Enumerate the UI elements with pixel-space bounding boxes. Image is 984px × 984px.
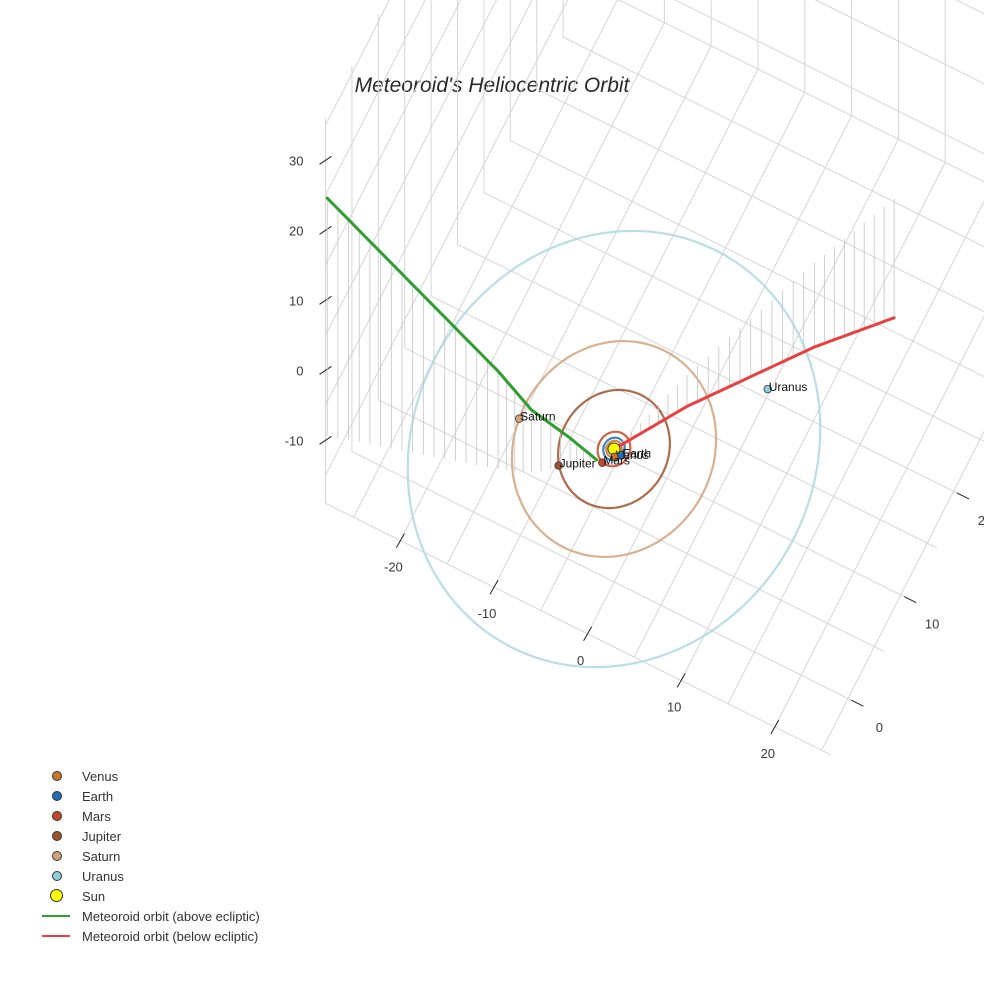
legend-item-meteoroid-below[interactable]: Meteoroid orbit (below ecliptic) (36, 926, 260, 946)
z-axis-tick (319, 155, 332, 165)
planet-label-saturn: Saturn (520, 410, 555, 424)
grid-line (457, 243, 964, 497)
planet-marker-saturn (514, 414, 524, 423)
chart-legend: Venus Earth Mars Jupiter Saturn Uranus S… (36, 766, 260, 946)
meteoroid-orbit-below (612, 316, 896, 451)
grid-line (430, 295, 937, 549)
grid-line (325, 0, 533, 406)
x-axis-tick (583, 626, 593, 642)
grid-line (483, 192, 984, 443)
grid-line (404, 347, 911, 601)
grid-line (727, 200, 984, 704)
y-tick-label: 20 (978, 513, 984, 528)
z-axis-tick (319, 225, 332, 235)
legend-label-jupiter: Jupiter (82, 828, 122, 844)
planet-marker-uranus (763, 384, 772, 394)
legend-item-saturn[interactable]: Saturn (36, 846, 260, 866)
z-tick-label: 20 (289, 223, 303, 238)
legend-line-meteoroid-above (42, 915, 70, 917)
planet-marker-earth (617, 451, 626, 460)
legend-item-jupiter[interactable]: Jupiter (36, 826, 260, 846)
orbit-jupiter (556, 388, 672, 510)
x-axis-tick (395, 533, 405, 548)
grid-line (351, 451, 858, 704)
y-axis-tick (903, 596, 917, 604)
planet-label-jupiter: Jupiter (560, 457, 596, 471)
legend-label-meteoroid-below: Meteoroid orbit (below ecliptic) (82, 928, 259, 944)
grid-line (955, 0, 984, 15)
legend-marker-venus (52, 771, 62, 781)
legend-line-meteoroid-below (42, 935, 70, 937)
legend-label-saturn: Saturn (82, 848, 121, 864)
legend-item-uranus[interactable]: Uranus (36, 866, 260, 886)
x-tick-label: 20 (761, 746, 775, 761)
x-tick-label: 10 (667, 699, 681, 714)
legend-item-earth[interactable]: Earth (36, 786, 260, 806)
x-axis-tick (676, 673, 686, 688)
grid-line (325, 0, 426, 196)
legend-marker-earth (52, 791, 62, 801)
x-tick-label: 0 (577, 653, 584, 668)
y-axis-tick (851, 699, 864, 707)
grid-line (814, 0, 984, 85)
y-tick-label: 10 (925, 617, 939, 632)
grid-line (378, 399, 884, 652)
legend-marker-saturn (52, 851, 62, 861)
grid-line (821, 430, 984, 751)
grid-line (562, 36, 984, 248)
planet-label-mars: Mars (603, 454, 630, 468)
x-axis-tick (770, 719, 780, 735)
z-tick-label: 30 (289, 153, 303, 168)
grid-line (325, 0, 390, 126)
z-tick-label: -10 (285, 433, 304, 448)
legend-item-mars[interactable]: Mars (36, 806, 260, 826)
z-tick-label: 10 (289, 293, 303, 308)
legend-label-sun: Sun (82, 888, 106, 904)
x-tick-label: -10 (478, 606, 497, 621)
grid-line (674, 0, 984, 155)
z-tick-label: 0 (296, 363, 303, 378)
z-axis-tick (319, 435, 332, 445)
legend-item-sun[interactable]: Sun (36, 886, 260, 906)
y-axis-tick (956, 492, 970, 500)
legend-marker-jupiter (52, 831, 62, 841)
legend-item-venus[interactable]: Venus (36, 766, 260, 786)
z-axis-tick (319, 295, 332, 305)
grid-line (325, 0, 569, 476)
legend-label-mars: Mars (82, 808, 111, 824)
legend-label-venus: Venus (82, 768, 119, 784)
grid-line (325, 502, 832, 756)
grid-line (325, 0, 462, 266)
legend-label-uranus: Uranus (82, 868, 124, 884)
legend-label-earth: Earth (82, 788, 114, 804)
meteoroid-orbit-above (325, 196, 599, 462)
planet-marker-jupiter (554, 461, 563, 470)
planet-label-earth: Earth (622, 446, 651, 460)
x-tick-label: -20 (384, 560, 403, 575)
legend-label-meteoroid-above: Meteoroid orbit (above ecliptic) (82, 908, 260, 924)
legend-marker-sun (50, 889, 63, 902)
legend-item-meteoroid-above[interactable]: Meteoroid orbit (above ecliptic) (36, 906, 260, 926)
z-axis-tick (319, 365, 332, 375)
orbit-mars (596, 430, 632, 468)
planet-marker-mars (598, 458, 607, 467)
grid-line (617, 0, 984, 183)
legend-marker-mars (52, 811, 62, 821)
grid-line (510, 140, 984, 378)
y-tick-label: 0 (876, 720, 883, 735)
planet-label-uranus: Uranus (769, 380, 808, 394)
legend-marker-uranus (52, 871, 62, 881)
chart-title: Meteoroid's Heliocentric Orbit (354, 74, 630, 97)
grid-line (536, 88, 984, 313)
grid-line (325, 0, 497, 336)
x-axis-tick (489, 579, 499, 595)
